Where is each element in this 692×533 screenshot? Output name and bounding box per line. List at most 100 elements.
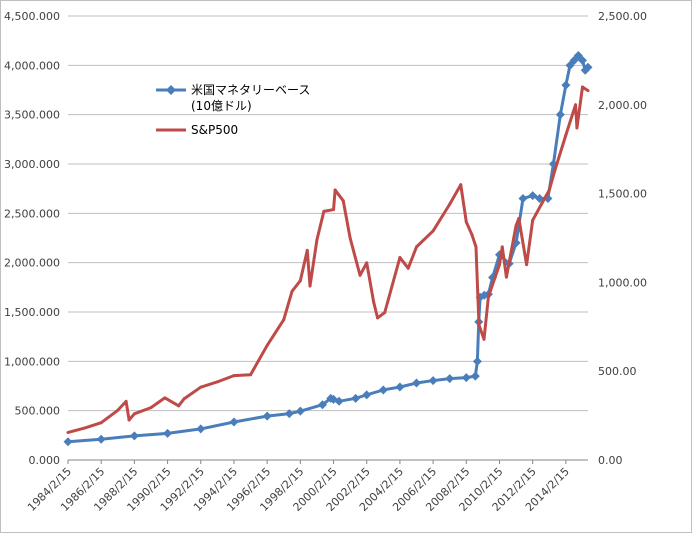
data-point-sp500 — [341, 199, 345, 203]
legend-marker-diamond — [166, 85, 176, 95]
x-axis: 1984/2/151986/2/151988/2/151990/2/151992… — [25, 459, 588, 514]
data-point-sp500 — [580, 85, 584, 89]
data-point-monetary-base — [129, 431, 139, 441]
data-point-sp500 — [398, 256, 402, 260]
data-point-monetary-base — [428, 376, 438, 386]
data-point-sp500 — [575, 126, 579, 130]
data-point-monetary-base — [445, 374, 455, 384]
data-point-sp500 — [282, 318, 286, 322]
left-tick-label: 4,500.000 — [4, 10, 60, 23]
data-point-sp500 — [431, 229, 435, 233]
data-point-sp500 — [358, 273, 362, 277]
left-tick-label: 1,500.000 — [4, 306, 60, 319]
data-point-sp500 — [163, 396, 167, 400]
data-point-sp500 — [514, 224, 518, 228]
left-tick-label: 2,500.000 — [4, 207, 60, 220]
series-points-sp500 — [66, 85, 590, 434]
data-point-sp500 — [305, 248, 309, 252]
data-point-sp500 — [290, 289, 294, 293]
data-point-monetary-base — [511, 238, 521, 248]
data-point-monetary-base — [461, 373, 471, 383]
data-point-sp500 — [182, 397, 186, 401]
data-point-sp500 — [497, 263, 501, 267]
data-point-sp500 — [500, 245, 504, 249]
data-point-monetary-base — [518, 194, 528, 204]
legend-label-monetary-base: 米国マネタリーベース — [191, 83, 310, 97]
data-point-sp500 — [116, 408, 120, 412]
data-point-sp500 — [199, 385, 203, 389]
data-point-sp500 — [564, 133, 568, 137]
data-point-sp500 — [83, 426, 87, 430]
data-point-sp500 — [376, 316, 380, 320]
right-tick-label: 2,500.00 — [598, 10, 647, 23]
data-point-monetary-base — [317, 400, 327, 410]
data-point-sp500 — [474, 245, 478, 249]
data-point-monetary-base — [96, 434, 106, 444]
right-tick-label: 0.00 — [598, 454, 623, 467]
data-point-monetary-base — [262, 411, 272, 421]
data-point-monetary-base — [295, 406, 305, 416]
data-point-monetary-base — [378, 385, 388, 395]
data-point-sp500 — [406, 266, 410, 270]
data-point-sp500 — [415, 245, 419, 249]
data-point-sp500 — [99, 421, 103, 425]
data-point-monetary-base — [565, 60, 575, 70]
data-point-monetary-base — [63, 437, 73, 447]
right-tick-label: 2,000.00 — [598, 99, 647, 112]
data-point-sp500 — [348, 236, 352, 240]
left-tick-label: 2,000.000 — [4, 257, 60, 270]
data-point-sp500 — [459, 183, 463, 187]
data-point-monetary-base — [412, 378, 422, 388]
data-point-sp500 — [132, 412, 136, 416]
data-point-monetary-base — [351, 393, 361, 403]
data-point-sp500 — [265, 343, 269, 347]
data-point-sp500 — [66, 430, 70, 434]
series-line-monetary-base — [67, 53, 590, 444]
legend-label-monetary-base-unit: (10億ドル) — [191, 99, 252, 113]
data-point-sp500 — [586, 89, 590, 93]
data-point-monetary-base — [470, 371, 480, 381]
data-point-sp500 — [333, 188, 337, 192]
data-point-sp500 — [464, 220, 468, 224]
data-point-sp500 — [547, 188, 551, 192]
data-point-sp500 — [308, 284, 312, 288]
data-point-sp500 — [525, 263, 529, 267]
data-point-sp500 — [365, 261, 369, 265]
data-point-monetary-base — [196, 424, 206, 434]
right-tick-label: 1,000.00 — [598, 276, 647, 289]
data-point-monetary-base — [555, 110, 565, 120]
left-tick-label: 0.000 — [29, 454, 61, 467]
data-point-monetary-base — [229, 417, 239, 427]
data-point-sp500 — [298, 279, 302, 283]
data-point-sp500 — [448, 202, 452, 206]
data-point-sp500 — [540, 200, 544, 204]
data-point-sp500 — [249, 373, 253, 377]
data-point-sp500 — [477, 323, 481, 327]
left-tick-label: 3,500.000 — [4, 109, 60, 122]
data-point-sp500 — [574, 103, 578, 107]
data-point-monetary-base — [573, 50, 583, 60]
data-point-sp500 — [127, 418, 131, 422]
data-point-sp500 — [482, 337, 486, 341]
data-point-sp500 — [372, 300, 376, 304]
data-point-sp500 — [470, 232, 474, 236]
series-line-sp500 — [67, 85, 589, 434]
data-point-sp500 — [553, 169, 557, 173]
data-point-monetary-base — [561, 80, 571, 90]
data-point-sp500 — [504, 275, 508, 279]
data-point-monetary-base — [362, 390, 372, 400]
data-point-sp500 — [517, 216, 521, 220]
data-point-monetary-base — [395, 382, 405, 392]
data-point-sp500 — [124, 399, 128, 403]
data-point-monetary-base — [569, 55, 579, 65]
data-point-sp500 — [177, 404, 181, 408]
data-point-sp500 — [149, 406, 153, 410]
legend: 米国マネタリーベース (10億ドル) S&P500 — [156, 83, 310, 137]
data-point-sp500 — [531, 218, 535, 222]
data-point-monetary-base — [577, 55, 587, 65]
right-tick-label: 500.00 — [598, 365, 637, 378]
data-point-sp500 — [215, 380, 219, 384]
gridlines — [68, 15, 588, 461]
